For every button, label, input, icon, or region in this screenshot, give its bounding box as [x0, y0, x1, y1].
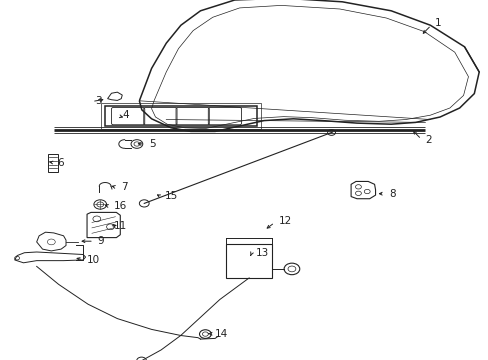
Bar	[105, 106, 256, 126]
Text: 2: 2	[425, 135, 431, 145]
Text: 15: 15	[165, 191, 178, 201]
Text: 3: 3	[95, 96, 102, 106]
Bar	[48, 154, 58, 172]
Text: 13: 13	[255, 248, 268, 258]
Bar	[225, 244, 272, 278]
Text: 10: 10	[87, 255, 100, 265]
Text: 11: 11	[114, 221, 127, 231]
Text: 9: 9	[98, 236, 104, 246]
Text: 5: 5	[149, 139, 156, 149]
Text: 16: 16	[114, 201, 127, 211]
Text: 6: 6	[58, 158, 64, 168]
Text: 8: 8	[388, 189, 395, 199]
Text: 14: 14	[215, 329, 228, 339]
Text: 12: 12	[278, 216, 291, 226]
Bar	[101, 103, 260, 129]
Text: 1: 1	[434, 18, 441, 28]
Text: 7: 7	[121, 182, 127, 192]
Text: 4: 4	[122, 110, 129, 120]
